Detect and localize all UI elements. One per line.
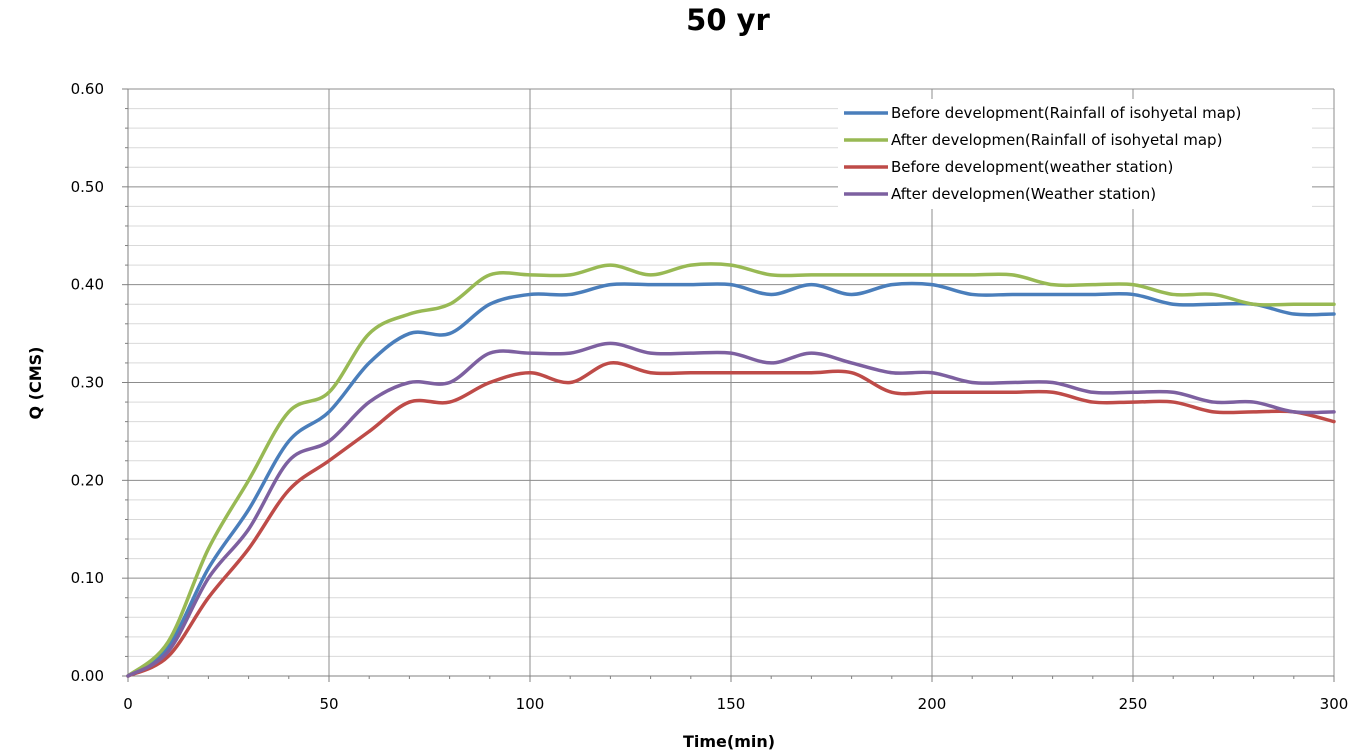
x-axis-ticks: 0 50 100 150 200 250 300 — [123, 695, 1348, 713]
y-axis-title: Q (CMS) — [26, 347, 45, 420]
series-line-4 — [126, 341, 1336, 678]
x-tick-label: 150 — [717, 695, 746, 713]
y-tick-label: 0.30 — [71, 374, 104, 392]
series-line-2 — [126, 262, 1336, 678]
x-tick-label: 200 — [918, 695, 947, 713]
x-tick-label: 100 — [516, 695, 545, 713]
y-axis-ticks: 0.00 0.10 0.20 0.30 0.40 0.50 0.60 — [71, 80, 104, 685]
series-lines — [126, 262, 1336, 678]
legend-label-3: Before development(weather station) — [891, 158, 1173, 176]
x-tick-label: 300 — [1320, 695, 1349, 713]
series-line-3 — [126, 361, 1336, 678]
legend-label-4: After developmen(Weather station) — [891, 185, 1156, 203]
y-tick-label: 0.10 — [71, 569, 104, 587]
chart-title: 50 yr — [686, 3, 770, 37]
x-tick-label: 50 — [319, 695, 338, 713]
x-tick-label: 0 — [123, 695, 133, 713]
x-tick-label: 250 — [1119, 695, 1148, 713]
legend-background — [838, 99, 1312, 209]
y-tick-label: 0.20 — [71, 471, 104, 489]
y-tick-label: 0.60 — [71, 80, 104, 98]
legend-label-1: Before development(Rainfall of isohyetal… — [891, 104, 1241, 122]
legend: Before development(Rainfall of isohyetal… — [838, 99, 1312, 209]
legend-label-2: After developmen(Rainfall of isohyetal m… — [891, 131, 1222, 149]
y-tick-label: 0.50 — [71, 178, 104, 196]
x-axis-title: Time(min) — [683, 732, 775, 751]
y-tick-label: 0.00 — [71, 667, 104, 685]
y-tick-label: 0.40 — [71, 276, 104, 294]
series-line-1 — [126, 281, 1336, 678]
